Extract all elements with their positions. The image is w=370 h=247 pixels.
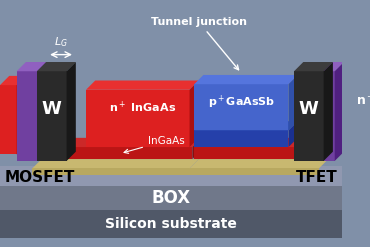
Polygon shape <box>289 75 298 130</box>
Polygon shape <box>346 83 370 153</box>
Polygon shape <box>194 84 289 130</box>
Polygon shape <box>194 138 324 147</box>
Bar <box>0 165 342 186</box>
Polygon shape <box>32 159 199 168</box>
Polygon shape <box>86 90 189 147</box>
Text: SiN: SiN <box>0 246 1 247</box>
Polygon shape <box>189 159 328 168</box>
Text: p$^+$GaAsSb: p$^+$GaAsSb <box>208 94 275 111</box>
Polygon shape <box>342 62 370 71</box>
Bar <box>0 186 342 210</box>
Polygon shape <box>194 75 298 84</box>
Polygon shape <box>189 81 199 147</box>
Polygon shape <box>37 62 46 161</box>
Polygon shape <box>294 71 324 161</box>
Text: n$^+$ InGaAs: n$^+$ InGaAs <box>109 100 176 115</box>
Text: n$^+$: n$^+$ <box>356 93 370 108</box>
Polygon shape <box>346 74 370 83</box>
Polygon shape <box>324 62 333 161</box>
Polygon shape <box>17 71 37 161</box>
Polygon shape <box>0 76 26 85</box>
Polygon shape <box>67 62 76 161</box>
Polygon shape <box>314 71 335 161</box>
Polygon shape <box>0 85 17 154</box>
Polygon shape <box>194 130 289 147</box>
Text: MOSFET: MOSFET <box>4 170 75 185</box>
Text: $L_G$: $L_G$ <box>54 35 68 49</box>
Polygon shape <box>194 121 298 130</box>
Polygon shape <box>35 147 192 159</box>
Polygon shape <box>17 62 46 71</box>
Polygon shape <box>37 62 76 71</box>
Text: W: W <box>42 100 62 118</box>
Polygon shape <box>314 138 324 159</box>
Polygon shape <box>194 147 314 159</box>
Polygon shape <box>86 81 199 90</box>
Polygon shape <box>192 138 202 159</box>
Polygon shape <box>35 138 202 147</box>
Polygon shape <box>289 121 298 147</box>
Bar <box>32 168 189 175</box>
Polygon shape <box>368 62 370 127</box>
Text: BOX: BOX <box>151 189 191 207</box>
Text: InGaAs: InGaAs <box>124 136 185 153</box>
Text: TFET: TFET <box>296 170 337 185</box>
Polygon shape <box>17 76 26 154</box>
Bar <box>0 210 342 238</box>
Polygon shape <box>342 71 368 127</box>
Polygon shape <box>294 62 333 71</box>
Text: Silicon substrate: Silicon substrate <box>105 217 237 231</box>
Polygon shape <box>37 71 67 161</box>
Bar <box>189 168 319 175</box>
Polygon shape <box>335 62 344 161</box>
Text: Tunnel junction: Tunnel junction <box>151 17 247 70</box>
Text: W: W <box>299 100 319 118</box>
Polygon shape <box>314 62 344 71</box>
